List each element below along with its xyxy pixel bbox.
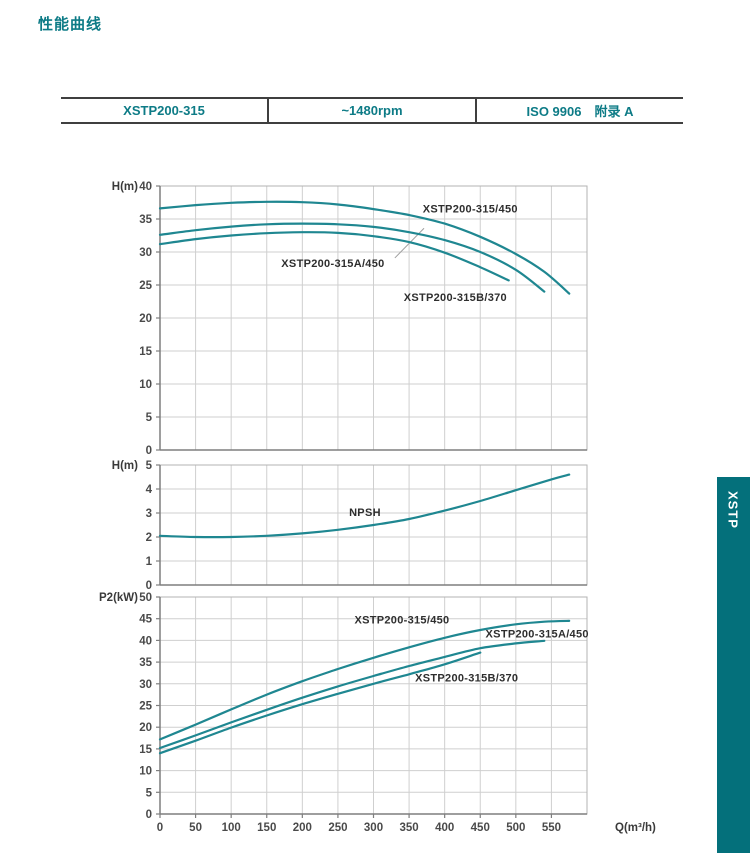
- curve-xstp200-315-450: [158, 619, 571, 741]
- x-tick-label: 300: [364, 822, 383, 834]
- y-tick-label: 2: [146, 532, 152, 544]
- y-tick-label: 35: [139, 657, 152, 669]
- y-tick-label: 4: [146, 484, 153, 496]
- y-tick-label: 35: [139, 214, 152, 226]
- curve-xstp200-315a-450: [158, 222, 546, 293]
- curve-xstp200-315-450: [158, 200, 571, 295]
- x-tick-label: 350: [399, 822, 418, 834]
- curve-label: XSTP200-315A/450: [281, 258, 384, 270]
- spec-cell-speed: ~1480rpm: [269, 99, 477, 122]
- y-tick-label: 5: [146, 460, 153, 472]
- y-axis-unit-label: H(m): [112, 460, 138, 472]
- x-tick-label: 50: [189, 822, 202, 834]
- curve-xstp200-315b-370: [158, 231, 510, 282]
- y-tick-label: 0: [146, 445, 152, 457]
- y-tick-label: 5: [146, 412, 153, 424]
- curve-label: XSTP200-315A/450: [486, 628, 589, 640]
- y-tick-label: 20: [139, 722, 152, 734]
- y-tick-label: 20: [139, 313, 152, 325]
- side-tab: [717, 477, 750, 853]
- x-tick-label: 400: [435, 822, 454, 834]
- curve-xstp200-315b-370: [158, 651, 482, 755]
- chart-1: 40 35 30 25 20 15 10 5 0 H(m) XSTP200-315/450 XSTP2…: [112, 181, 588, 457]
- x-tick-label: 450: [471, 822, 490, 834]
- x-axis-unit-label: Q(m³/h): [615, 822, 656, 834]
- y-tick-label: 40: [139, 181, 152, 193]
- y-tick-label: 30: [139, 247, 152, 259]
- y-tick-label: 10: [139, 766, 152, 778]
- curve-label: XSTP200-315/450: [354, 615, 449, 627]
- curve-label: XSTP200-315B/370: [415, 672, 518, 684]
- curve-label: XSTP200-315B/370: [404, 292, 507, 304]
- curve-npsh: [158, 473, 571, 539]
- y-tick-label: 25: [139, 280, 152, 292]
- y-tick-label: 40: [139, 635, 152, 647]
- x-tick-label: 200: [293, 822, 312, 834]
- page-title: 性能曲线: [38, 16, 103, 33]
- curve-label: XSTP200-315/450: [423, 203, 518, 215]
- x-tick-label: 550: [542, 822, 561, 834]
- y-tick-label: 50: [139, 592, 152, 604]
- y-axis-unit-label: P2(kW): [99, 592, 138, 604]
- x-tick-label: 0: [157, 822, 163, 834]
- y-tick-label: 30: [139, 679, 152, 691]
- y-tick-label: 45: [139, 614, 152, 626]
- x-tick-label: 250: [328, 822, 347, 834]
- x-tick-label: 100: [222, 822, 241, 834]
- side-tab-label: XSTP: [725, 491, 741, 529]
- x-tick-label: 500: [506, 822, 525, 834]
- y-tick-label: 1: [146, 556, 153, 568]
- y-tick-label: 15: [139, 346, 152, 358]
- y-axis-unit-label: H(m): [112, 181, 138, 193]
- y-tick-label: 25: [139, 701, 152, 713]
- y-tick-label: 15: [139, 744, 152, 756]
- spec-cell-standard: ISO 9906 附录 A: [526, 104, 634, 119]
- spec-table: XSTP200-315 ~1480rpm ISO 9906 附录 A: [61, 97, 683, 124]
- y-tick-label: 3: [146, 508, 152, 520]
- spec-cell-model: XSTP200-315: [61, 99, 269, 122]
- y-tick-label: 0: [146, 809, 152, 821]
- curve-xstp200-315a-450: [158, 639, 546, 750]
- y-tick-label: 10: [139, 379, 152, 391]
- x-tick-label: 150: [257, 822, 276, 834]
- curve-label: NPSH: [349, 507, 381, 519]
- y-tick-label: 5: [146, 787, 153, 799]
- y-tick-label: 0: [146, 580, 152, 592]
- chart-2: 5 4 3 2 1 0 H(m) NPSH: [112, 460, 588, 592]
